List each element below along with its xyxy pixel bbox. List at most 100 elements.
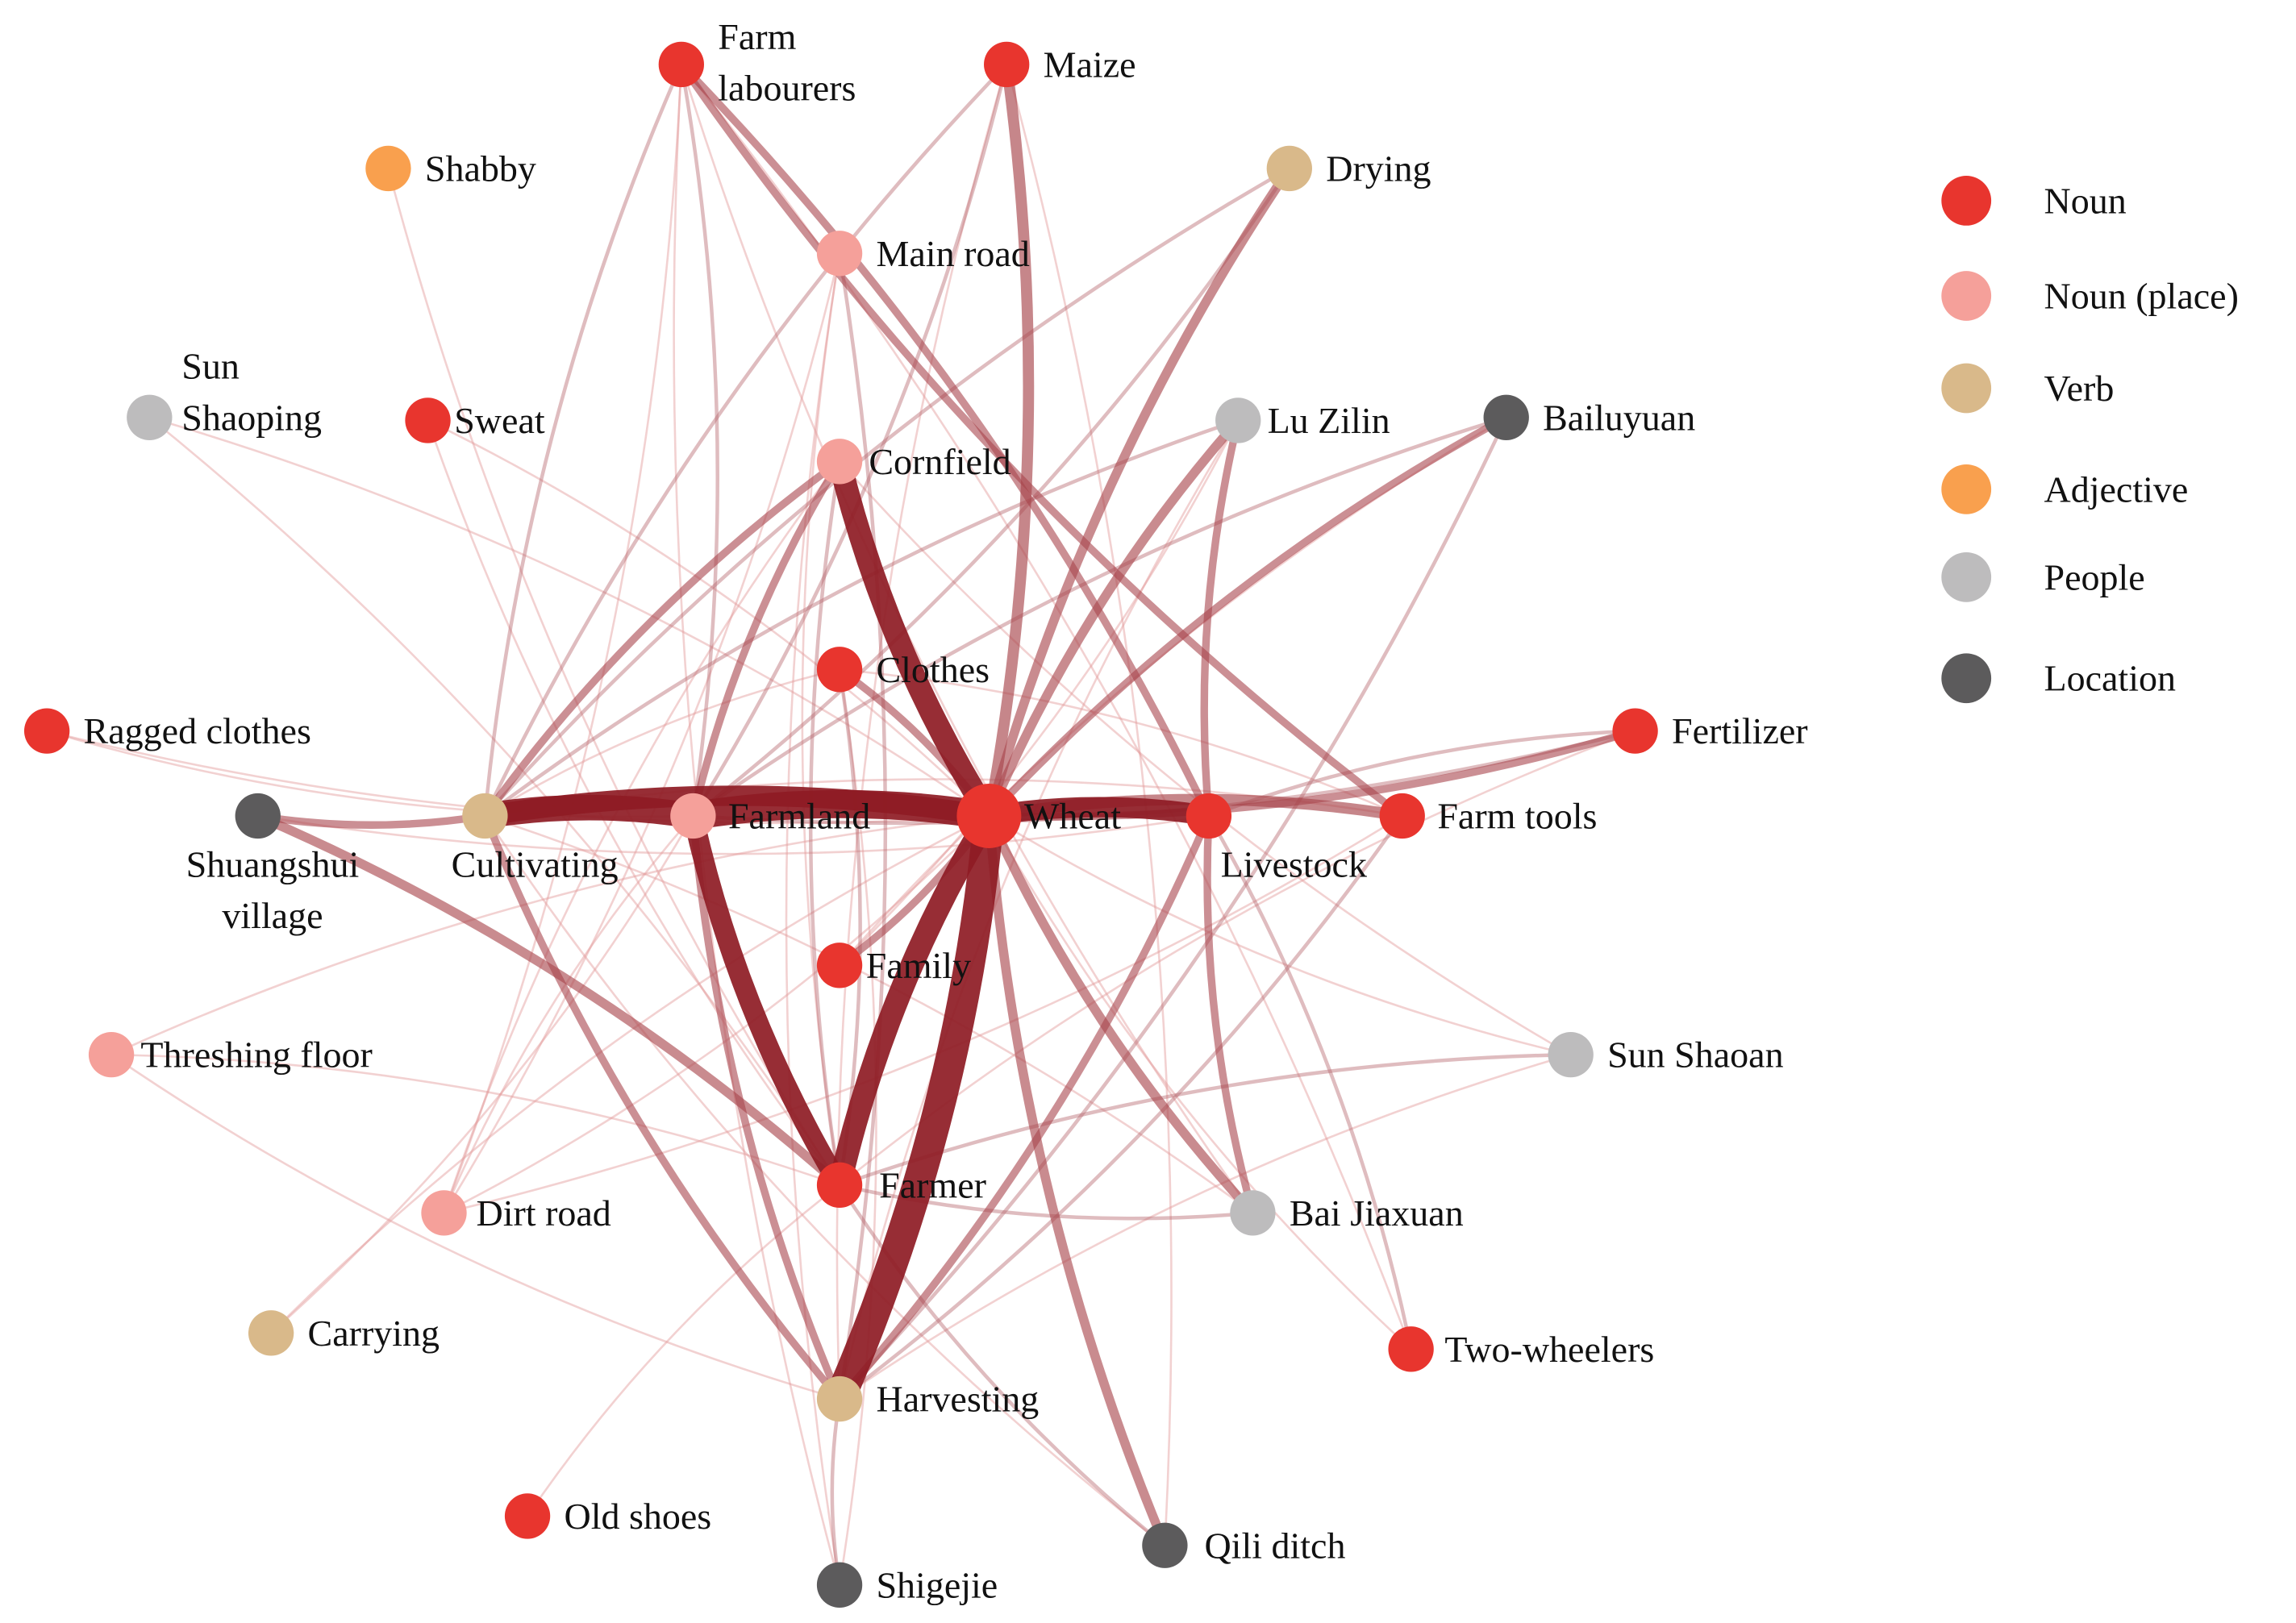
node-bailuyuan[interactable] — [1483, 394, 1529, 440]
edge-wheat-qili_ditch — [984, 811, 1170, 1550]
legend-swatch-adj — [1941, 464, 1992, 514]
edge-farm_labourers-cultivating — [483, 62, 684, 818]
node-shigejie[interactable] — [816, 1562, 863, 1608]
node-label-farm-labourers: labourers — [718, 68, 856, 109]
edge-livestock-lu_zilin — [1200, 416, 1242, 820]
edge-livestock-shuangshui — [256, 814, 1211, 855]
edge-maize-farmland — [691, 62, 1009, 818]
node-label-harvesting: Harvesting — [876, 1379, 1039, 1420]
legend-label-noun: Noun — [2044, 180, 2127, 221]
edge-farm_labourers-livestock — [677, 60, 1213, 820]
edge-cornfield-sun_shaoan — [838, 460, 1572, 1056]
legend: Noun Noun (place) Verb Adjective People Locat… — [1941, 176, 2239, 704]
node-sun-shaoan[interactable] — [1548, 1031, 1594, 1078]
legend-label-verb: Verb — [2044, 368, 2115, 409]
node-drying[interactable] — [1266, 145, 1312, 192]
edges-layer — [45, 59, 1640, 1588]
node-label-farm-tools: Farm tools — [1437, 795, 1597, 836]
legend-swatch-location — [1941, 653, 1992, 704]
node-label-farmland: Farmland — [728, 795, 870, 836]
node-cultivating[interactable] — [462, 793, 508, 839]
node-dirt-road[interactable] — [421, 1190, 467, 1236]
edge-dirt_road-cornfield — [443, 460, 841, 1214]
node-bai-jiaxuan[interactable] — [1230, 1190, 1276, 1236]
edge-sun_shaoping-farmer — [148, 416, 841, 1187]
node-label-main-road: Main road — [876, 233, 1029, 274]
edge-qili_ditch-cultivating — [484, 814, 1166, 1547]
node-sun-shaoping[interactable] — [127, 394, 173, 440]
node-lu-zilin[interactable] — [1215, 397, 1261, 443]
node-threshing[interactable] — [88, 1031, 135, 1078]
node-farm-labourers[interactable] — [658, 41, 704, 88]
node-two-wheelers[interactable] — [1388, 1326, 1434, 1372]
edge-dirt_road-wheat — [443, 814, 990, 1214]
legend-label-place: Noun (place) — [2044, 276, 2239, 317]
edge-cultivating-farmland — [472, 794, 706, 829]
node-label-bai-jiaxuan: Bai Jiaxuan — [1290, 1192, 1464, 1234]
edge-farmland-cornfield — [689, 457, 844, 820]
node-label-farmer: Farmer — [879, 1164, 986, 1205]
edge-cultivating-harvesting — [481, 812, 844, 1403]
node-main-road[interactable] — [816, 231, 863, 277]
edge-maize-cultivating — [483, 62, 1009, 818]
node-carrying[interactable] — [248, 1310, 294, 1356]
edge-wheat-farmland — [678, 789, 1003, 830]
edge-farm_labourers-farm_tools — [677, 60, 1406, 820]
node-label-threshing: Threshing floor — [140, 1034, 372, 1076]
edge-drying-farmland — [691, 166, 1292, 818]
node-sweat[interactable] — [405, 397, 451, 443]
node-maize[interactable] — [984, 41, 1030, 88]
node-label-drying: Drying — [1326, 148, 1431, 189]
edge-dirt_road-farmland — [443, 814, 694, 1214]
node-shabby[interactable] — [365, 145, 411, 192]
edge-threshing-farmer — [110, 1053, 841, 1187]
legend-swatch-verb — [1941, 363, 1992, 414]
node-fertilizer[interactable] — [1612, 708, 1658, 754]
node-label-dirt-road: Dirt road — [476, 1192, 610, 1234]
node-family[interactable] — [816, 943, 863, 988]
edge-farmland-farmer — [682, 805, 850, 1196]
node-old-shoes[interactable] — [504, 1493, 551, 1539]
node-clothes[interactable] — [816, 647, 863, 693]
edge-farm_labourers-farmland — [679, 62, 719, 818]
legend-label-location: Location — [2044, 658, 2177, 699]
node-label-qili-ditch: Qili ditch — [1204, 1525, 1345, 1566]
legend-label-people: People — [2044, 556, 2145, 597]
node-wheat[interactable] — [956, 784, 1022, 848]
node-shuangshui[interactable] — [235, 793, 281, 839]
legend-swatch-place — [1941, 271, 1992, 321]
edge-farmland-harvesting — [689, 812, 844, 1403]
edge-harvesting-shigejie — [830, 1396, 842, 1588]
node-farmland[interactable] — [670, 793, 716, 839]
node-label-shuangshui: village — [222, 895, 323, 936]
node-harvesting[interactable] — [816, 1375, 863, 1422]
node-farmer[interactable] — [816, 1162, 863, 1208]
node-farm-tools[interactable] — [1379, 793, 1425, 839]
nodes-layer — [23, 41, 1658, 1608]
node-label-two-wheelers: Two-wheelers — [1444, 1329, 1654, 1370]
edge-main_road-dirt_road — [443, 252, 841, 1214]
edge-sun_shaoan-harvesting — [838, 1053, 1572, 1400]
edge-shuangshui-farmer — [252, 811, 844, 1190]
edge-wheat-lu_zilin — [984, 415, 1244, 821]
node-livestock[interactable] — [1186, 793, 1232, 839]
node-label-farm-labourers: Farm — [718, 16, 796, 57]
node-label-sweat: Sweat — [454, 400, 545, 441]
node-qili-ditch[interactable] — [1142, 1522, 1188, 1568]
node-label-sun-shaoan: Sun Shaoan — [1607, 1034, 1783, 1076]
node-label-cornfield: Cornfield — [869, 441, 1010, 482]
legend-label-adj: Adjective — [2044, 468, 2189, 510]
edge-two_wheelers-wheat — [988, 814, 1412, 1350]
edge-bai_jiaxuan-farm_labourers — [680, 63, 1254, 1214]
edge-lu_zilin-cultivating — [483, 418, 1240, 818]
node-label-shigejie: Shigejie — [876, 1564, 998, 1605]
node-ragged-clothes[interactable] — [23, 708, 70, 754]
labels-layer: Wheat Farm labourers Maize Shabby Drying Main … — [84, 16, 1808, 1605]
node-label-ragged-clothes: Ragged clothes — [84, 710, 311, 751]
node-label-livestock: Livestock — [1221, 843, 1367, 884]
node-cornfield[interactable] — [816, 439, 863, 485]
edge-sun_shaoping-wheat — [148, 416, 990, 818]
node-label-fertilizer: Fertilizer — [1672, 710, 1808, 751]
node-label-cultivating: Cultivating — [452, 843, 619, 884]
edge-wheat-cornfield — [827, 450, 1001, 828]
